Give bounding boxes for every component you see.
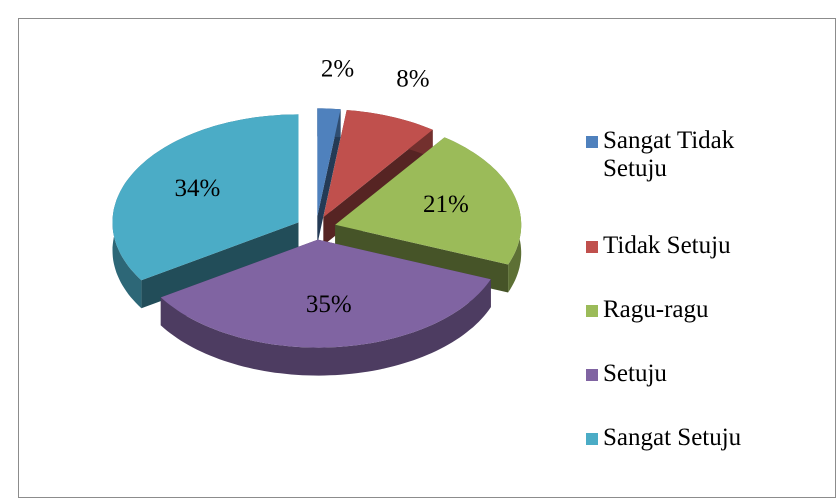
slice-top [112,114,299,281]
data-label: 8% [396,65,429,92]
slice [160,239,491,376]
data-label: 21% [423,191,469,218]
slice [112,114,299,309]
legend-swatch [586,241,598,253]
slice-top [317,108,341,217]
legend-label: Sangat Setuju [603,424,742,451]
legend-label: Sangat Tidak Setuju [603,127,735,182]
slice-top [323,110,433,218]
legend-swatch [586,433,598,445]
legend-label: Tidak Setuju [603,232,731,259]
data-label: 35% [306,291,352,318]
legend-swatch [586,305,598,317]
data-label: 34% [175,175,221,202]
legend-label: Ragu-ragu [603,296,709,323]
legend-label: Setuju [603,360,667,387]
slice-side [141,222,299,309]
legend-swatch [586,369,598,381]
slice-top [160,239,491,348]
legend-swatch [586,136,598,148]
slice [317,108,341,245]
slice-side [317,109,341,245]
data-label: 2% [321,56,354,83]
slice-wall [160,279,491,376]
slice-top [335,137,522,265]
